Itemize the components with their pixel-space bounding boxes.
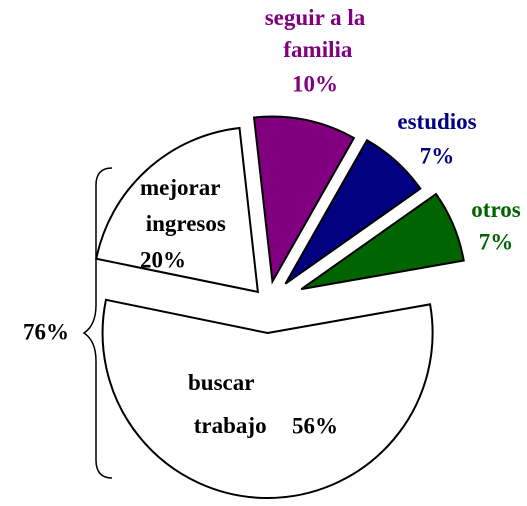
category-label: buscar trabajo bbox=[188, 370, 267, 438]
pie-slice bbox=[300, 192, 465, 291]
brace bbox=[82, 167, 113, 479]
value-label: 20% bbox=[140, 247, 186, 272]
annotation: 76% bbox=[23, 319, 69, 344]
value-label: 7% bbox=[479, 229, 514, 254]
pie-slice bbox=[95, 126, 260, 294]
category-label: seguir a la familia bbox=[265, 5, 366, 62]
pie-slice bbox=[252, 115, 356, 285]
category-label: mejorar ingresos bbox=[140, 175, 226, 236]
pie-slice bbox=[101, 298, 434, 499]
category-label: otros bbox=[471, 197, 520, 222]
pie-slice bbox=[284, 138, 422, 285]
category-label: estudios bbox=[397, 109, 476, 134]
value-label: 10% bbox=[292, 71, 338, 96]
value-label: 7% bbox=[420, 143, 455, 168]
value-label: 56% bbox=[292, 413, 338, 438]
